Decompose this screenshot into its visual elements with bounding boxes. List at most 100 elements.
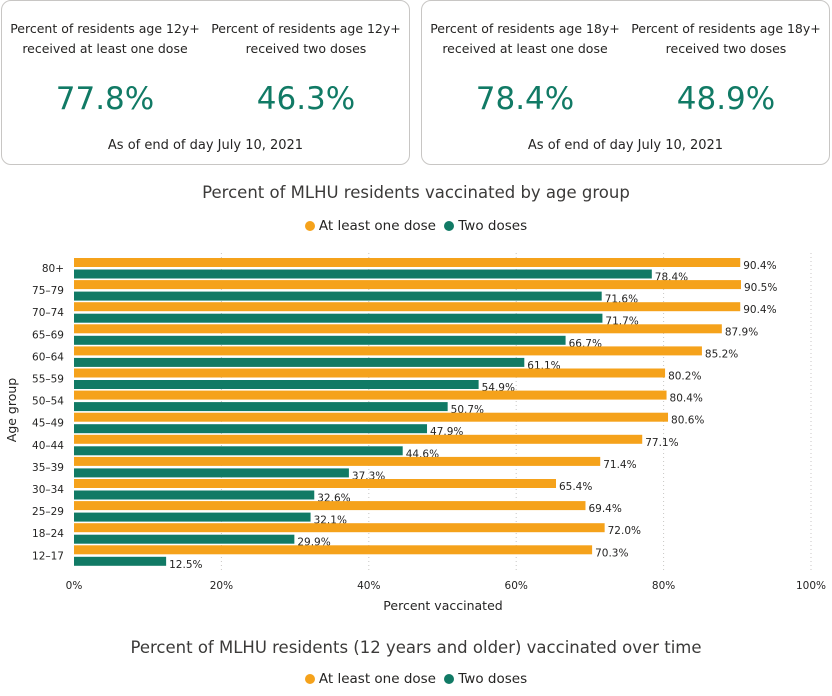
data-label: 65.4% bbox=[559, 481, 592, 493]
metric-label-line1: Percent of residents age 12y+ bbox=[10, 21, 200, 36]
data-label: 90.4% bbox=[743, 260, 776, 272]
x-tick-label: 0% bbox=[66, 580, 83, 592]
y-tick-label: 50–54 bbox=[32, 396, 64, 408]
legend-item-one-dose[interactable]: At least one dose bbox=[304, 671, 436, 687]
metric-12plus-two-doses: Percent of residents age 12y+ received t… bbox=[206, 19, 406, 117]
bar-two-doses bbox=[74, 468, 349, 478]
y-tick-label: 30–34 bbox=[32, 484, 64, 496]
data-label: 80.2% bbox=[668, 371, 701, 383]
legend-dot-green-icon bbox=[444, 674, 455, 684]
bar-one-dose bbox=[74, 523, 605, 533]
metric-label-line1: Percent of residents age 12y+ bbox=[211, 21, 401, 36]
metric-label-line2: received at least one dose bbox=[442, 41, 608, 56]
summary-card-18plus: Percent of residents age 18y+ received a… bbox=[421, 0, 830, 165]
bar-one-dose bbox=[74, 324, 722, 334]
bar-one-dose bbox=[74, 302, 741, 312]
data-label: 90.5% bbox=[744, 282, 777, 294]
chart-legend: At least one dose Two doses bbox=[0, 218, 832, 234]
metric-18plus-one-dose: Percent of residents age 18y+ received a… bbox=[425, 19, 625, 117]
y-tick-label: 40–44 bbox=[32, 440, 64, 452]
summary-card-12plus: Percent of residents age 12y+ received a… bbox=[1, 0, 410, 165]
metric-12plus-one-dose: Percent of residents age 12y+ received a… bbox=[5, 19, 205, 117]
bar-two-doses bbox=[74, 269, 652, 279]
bar-two-doses bbox=[74, 534, 295, 544]
bar-one-dose bbox=[74, 368, 666, 378]
data-label: 69.4% bbox=[588, 503, 621, 515]
bar-one-dose bbox=[74, 479, 556, 488]
metric-label-line1: Percent of residents age 18y+ bbox=[631, 21, 821, 36]
y-tick-label: 65–69 bbox=[32, 329, 64, 341]
y-tick-label: 25–29 bbox=[32, 506, 64, 518]
x-tick-label: 40% bbox=[357, 580, 380, 592]
legend-dot-green-icon bbox=[444, 221, 455, 231]
metric-value: 46.3% bbox=[256, 81, 356, 117]
y-tick-label: 45–49 bbox=[32, 418, 64, 430]
metric-label-line2: received at least one dose bbox=[22, 41, 188, 56]
bar-two-doses bbox=[74, 380, 479, 389]
y-tick-label: 12–17 bbox=[32, 550, 64, 562]
data-label: 80.6% bbox=[671, 415, 704, 427]
bar-two-doses bbox=[74, 335, 566, 345]
bar-two-doses bbox=[74, 490, 315, 500]
metric-label-line2: received two doses bbox=[665, 41, 787, 56]
bar-two-doses bbox=[74, 512, 311, 522]
y-tick-label: 80+ bbox=[42, 263, 64, 275]
data-label: 72.0% bbox=[608, 525, 641, 537]
y-tick-label: 18–24 bbox=[32, 528, 64, 540]
as-of-date: As of end of day July 10, 2021 bbox=[107, 138, 304, 153]
metric-value: 77.8% bbox=[55, 81, 155, 117]
data-label: 70.3% bbox=[595, 547, 628, 559]
bar-one-dose bbox=[74, 456, 601, 466]
second-chart-title: Percent of MLHU residents (12 years and … bbox=[130, 638, 702, 657]
x-tick-label: 80% bbox=[652, 580, 675, 592]
bar-one-dose bbox=[74, 434, 643, 444]
y-tick-label: 70–74 bbox=[32, 307, 64, 319]
legend-item-two-doses[interactable]: Two doses bbox=[444, 671, 527, 687]
y-tick-label: 75–79 bbox=[32, 285, 64, 297]
metric-label-line1: Percent of residents age 18y+ bbox=[430, 21, 620, 36]
legend-label: At least one dose bbox=[318, 671, 436, 687]
bar-one-dose bbox=[74, 390, 667, 400]
data-label: 87.9% bbox=[725, 326, 758, 338]
bar-one-dose bbox=[74, 545, 593, 555]
x-axis-title: Percent vaccinated bbox=[383, 598, 502, 613]
y-tick-label: 55–59 bbox=[32, 374, 64, 386]
legend-dot-orange-icon bbox=[304, 674, 315, 684]
bar-two-doses bbox=[74, 291, 602, 301]
x-tick-label: 60% bbox=[505, 580, 528, 592]
bar-one-dose bbox=[74, 280, 741, 290]
data-label: 12.5% bbox=[169, 559, 202, 571]
legend-dot-orange-icon bbox=[304, 221, 315, 231]
bar-two-doses bbox=[74, 424, 428, 434]
bar-one-dose bbox=[74, 258, 741, 267]
metric-18plus-two-doses: Percent of residents age 18y+ received t… bbox=[626, 19, 826, 117]
metric-value: 48.9% bbox=[676, 81, 776, 117]
legend-label: Two doses bbox=[458, 671, 528, 687]
x-tick-label: 20% bbox=[210, 580, 233, 592]
bar-two-doses bbox=[74, 402, 448, 412]
bar-two-doses bbox=[74, 313, 603, 323]
bar-two-doses bbox=[74, 556, 167, 566]
legend-label: At least one dose bbox=[318, 218, 436, 234]
as-of-date: As of end of day July 10, 2021 bbox=[527, 138, 724, 153]
metric-label-line2: received two doses bbox=[245, 41, 367, 56]
data-label: 85.2% bbox=[705, 348, 738, 360]
y-tick-label: 60–64 bbox=[32, 351, 64, 363]
data-label: 71.4% bbox=[603, 459, 636, 471]
legend-item-two-doses[interactable]: Two doses bbox=[444, 218, 527, 234]
chart-title: Percent of MLHU residents vaccinated by … bbox=[202, 183, 630, 202]
data-label: 80.4% bbox=[670, 393, 703, 405]
legend-item-one-dose[interactable]: At least one dose bbox=[304, 218, 436, 234]
data-label: 77.1% bbox=[645, 437, 678, 449]
second-chart-legend: At least one dose Two doses bbox=[0, 671, 832, 687]
bar-one-dose bbox=[74, 501, 586, 511]
metric-value: 78.4% bbox=[475, 81, 575, 117]
data-label: 90.4% bbox=[743, 304, 776, 316]
y-axis-title: Age group bbox=[4, 378, 19, 443]
age-group-bar-chart: 0% 20% 40% 60% 80% 100%80+ 90.4%78.4%75–79 90.5… bbox=[4, 253, 826, 613]
x-tick-label: 100% bbox=[796, 580, 826, 592]
legend-label: Two doses bbox=[458, 218, 528, 234]
bar-one-dose bbox=[74, 412, 669, 422]
bar-one-dose bbox=[74, 346, 702, 356]
bar-two-doses bbox=[74, 357, 525, 367]
